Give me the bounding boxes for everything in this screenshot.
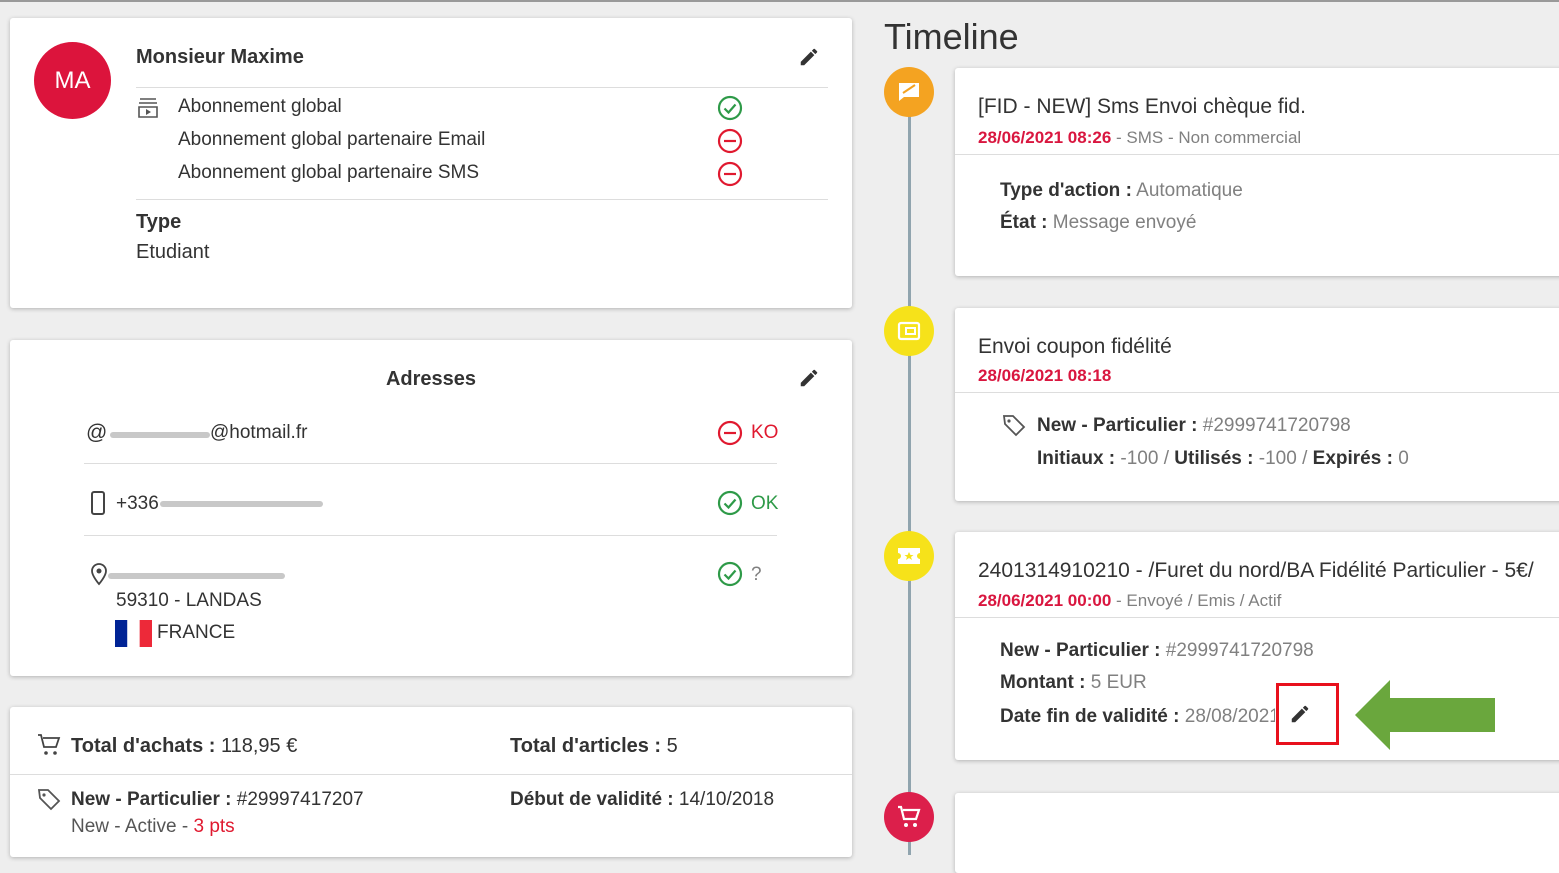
highlight-box [1276,683,1339,745]
profile-card: MA Monsieur Maxime Abonnement global Abo… [10,18,852,308]
event-card: [FID - NEW] Sms Envoi chèque fid. 28/06/… [955,68,1559,276]
coupon-value: #2999741720798 [1202,415,1351,436]
purchase-icon [884,792,934,842]
event-meta: - SMS - Non commercial [1116,128,1302,147]
coupon-icon [884,306,934,356]
divider [955,392,1559,393]
subscription: Abonnement global partenaire SMS [178,162,480,183]
email-icon: @ [86,421,108,444]
event-meta: - Envoyé / Emis / Actif [1116,591,1282,610]
divider [955,617,1559,618]
event-card: Envoi coupon fidélité 28/06/2021 08:18 N… [955,308,1559,501]
profile-name: Monsieur Maxime [136,46,304,68]
masked-text [108,573,285,579]
detail-label: Type d'action : [1000,180,1132,201]
avatar: MA [34,42,111,119]
purchases-card: Total d'achats : 118,95 € Total d'articl… [10,707,852,857]
count-value: -100 [1258,448,1297,469]
phone-icon [91,491,105,515]
divider [84,463,777,464]
status-ok-icon [717,561,743,587]
subscription-icon [138,98,158,118]
subscription: Abonnement global [178,96,342,117]
event-card: 2401314910210 - /Furet du nord/BA Fidéli… [955,532,1559,760]
event-date: 28/06/2021 08:18 [978,366,1112,385]
articles-value: 5 [666,735,678,757]
count-label: Expirés : [1312,448,1393,469]
divider [10,774,852,775]
event-card [955,793,1559,873]
status-ok-icon [717,490,743,516]
detail-label: Montant : [1000,672,1086,693]
divider [136,199,828,200]
count-label: Initiaux : [1037,448,1116,469]
masked-text [160,501,323,507]
divider [955,154,1559,155]
divider [84,535,777,536]
voucher-icon [884,531,934,581]
edit-button[interactable] [798,367,820,389]
validity-label: Début de validité : [510,789,674,810]
type-value: Etudiant [136,241,210,263]
annotation-arrow [1355,680,1495,750]
detail-value: Automatique [1136,180,1243,201]
cart-icon [38,734,61,755]
event-title: 2401314910210 - /Furet du nord/BA Fidéli… [978,559,1534,582]
detail-value: 5 EUR [1090,672,1147,693]
tag-icon [1002,415,1026,437]
flag-icon [115,620,152,647]
addresses-title: Adresses [385,368,477,390]
detail-value: Message envoyé [1052,212,1197,233]
postal-city: 59310 - LANDAS [116,590,262,611]
articles-label: Total d'articles : [510,735,662,757]
addresses-card: Adresses @ @hotmail.fr KO +336 OK ? 5931… [10,340,852,676]
detail-value: 28/08/2021 [1184,706,1275,727]
detail-label: État : [1000,212,1048,233]
edit-button[interactable] [1289,703,1311,725]
coupon-points: 3 pts [193,816,235,837]
total-value: 118,95 € [220,735,298,757]
subscription: Abonnement global partenaire Email [178,129,486,150]
tag-icon [37,789,61,811]
masked-text [110,432,210,438]
detail-value: #2999741720798 [1165,640,1314,661]
divider [136,87,828,88]
status-ko-icon [717,420,743,446]
edit-button[interactable] [798,46,820,68]
timeline-title: Timeline [884,16,1019,57]
separator: / [1302,448,1308,469]
count-value: 0 [1398,448,1409,469]
total-label: Total d'achats : [71,735,216,757]
event-date: 28/06/2021 00:00 [978,591,1112,610]
event-title: [FID - NEW] Sms Envoi chèque fid. [978,95,1306,118]
postal-country: FRANCE [157,622,236,643]
validity-value: 14/10/2018 [678,789,775,810]
type-label: Type [136,211,182,233]
event-date: 28/06/2021 08:26 [978,128,1112,147]
postal-status: ? [751,564,762,585]
status-ok-icon [717,95,743,121]
phone-prefix: +336 [116,493,159,514]
location-icon [91,563,107,586]
count-value: -100 [1120,448,1159,469]
separator: / [1163,448,1169,469]
coupon-label: New - Particulier : [1037,415,1198,436]
count-label: Utilisés : [1174,448,1254,469]
phone-status: OK [751,493,779,514]
sms-icon [884,67,934,117]
coupon-state: New - Active - [71,816,189,837]
status-ko-icon [717,161,743,187]
detail-label: New - Particulier : [1000,640,1161,661]
status-ko-icon [717,128,743,154]
timeline-line [908,95,911,855]
email-domain: @hotmail.fr [210,422,308,443]
detail-label: Date fin de validité : [1000,706,1180,727]
top-border [0,0,1559,2]
coupon-value: #29997417207 [236,789,364,810]
coupon-label: New - Particulier : [71,789,232,810]
email-status: KO [751,422,779,443]
event-title: Envoi coupon fidélité [978,335,1172,358]
